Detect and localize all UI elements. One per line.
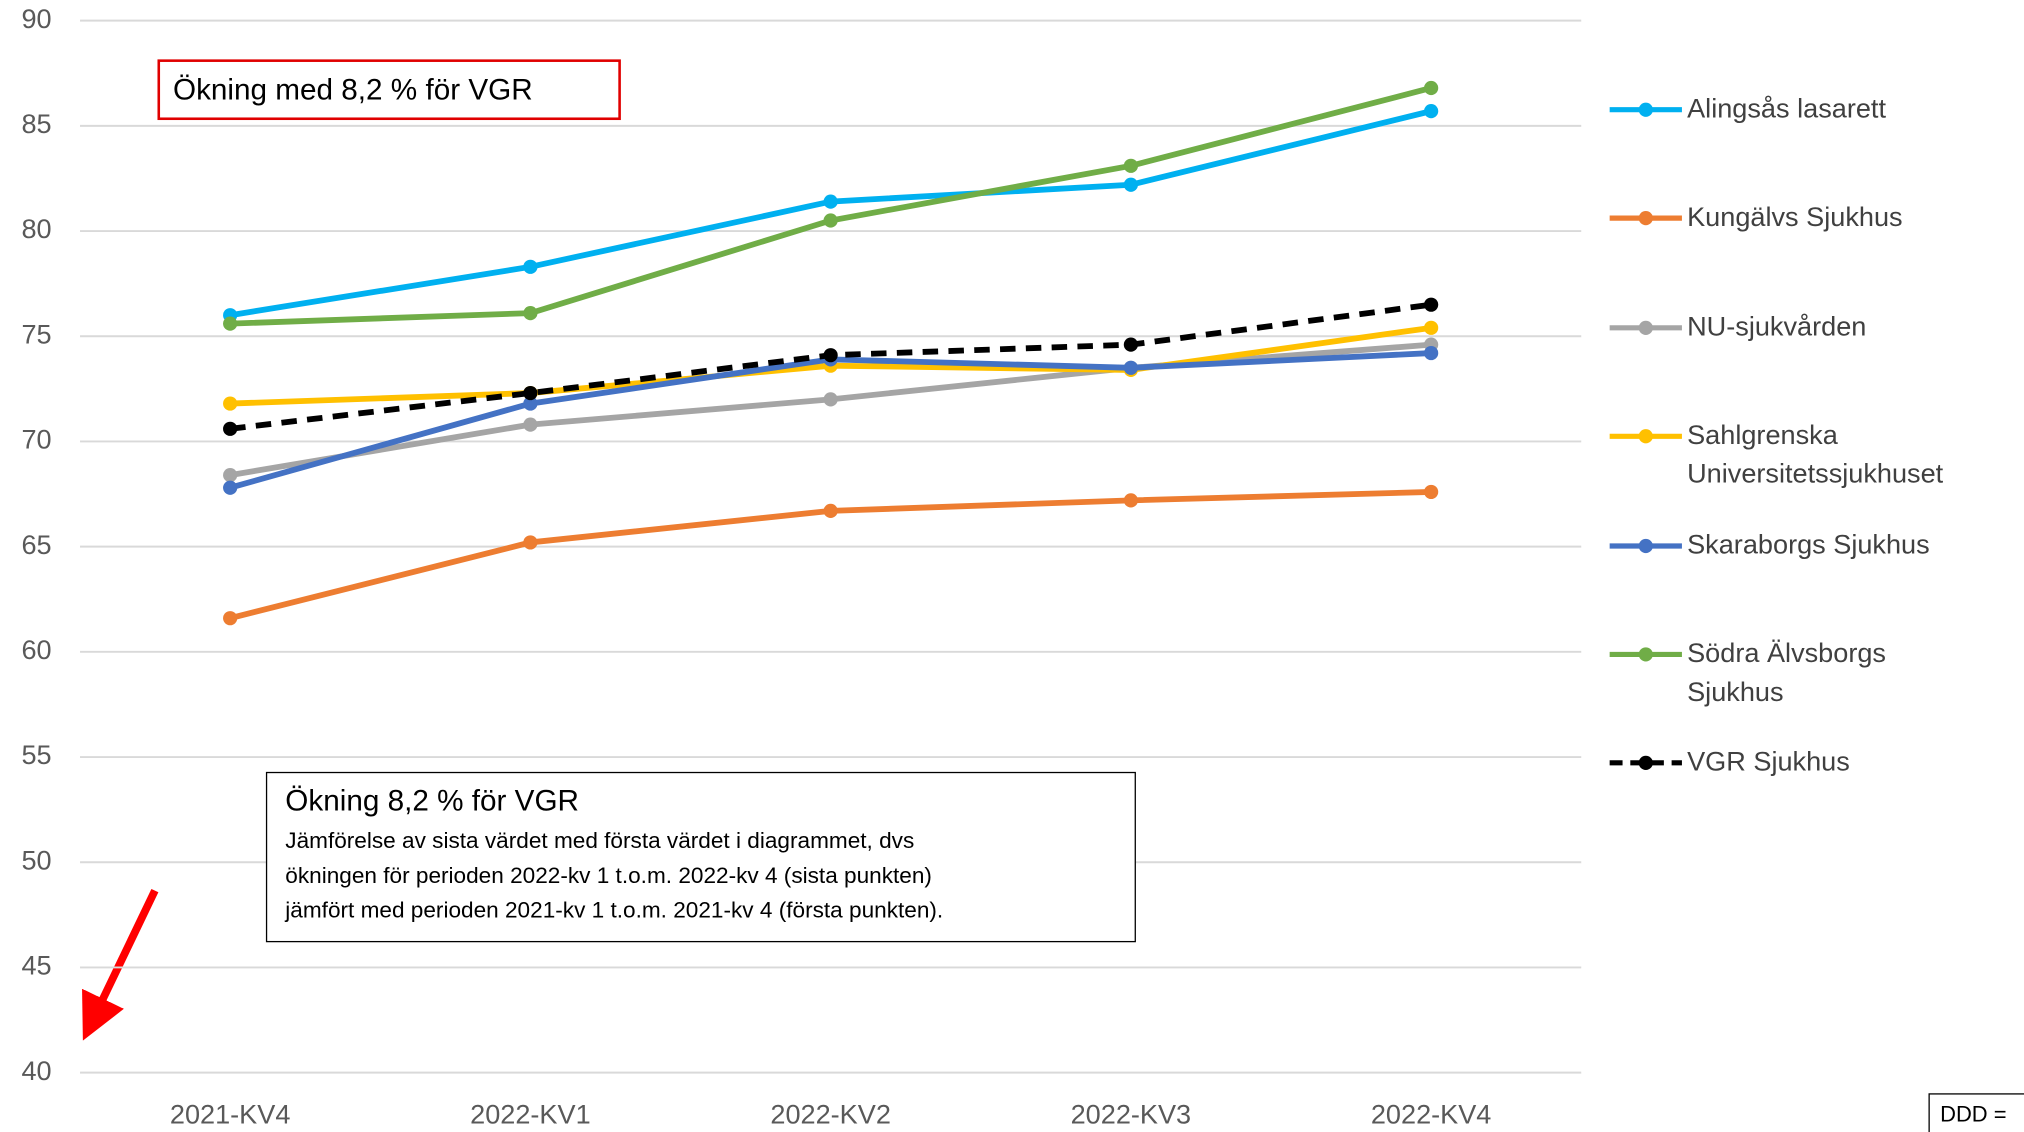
y-tick-label: 85 <box>21 108 51 139</box>
legend-item: NU-sjukvården <box>1607 308 1984 347</box>
note-line: jämfört med perioden 2021-kv 1 t.o.m. 20… <box>285 897 944 923</box>
x-tick-label: 2022-KV1 <box>470 1099 591 1130</box>
y-tick-label: 40 <box>21 1055 51 1086</box>
data-point <box>823 503 838 518</box>
series-line <box>229 350 1432 491</box>
data-point <box>1123 158 1138 173</box>
footnote: DDD = <box>1928 1093 2024 1132</box>
legend-swatch <box>1609 756 1682 771</box>
data-point <box>523 535 538 550</box>
data-point <box>1424 297 1439 312</box>
data-point <box>823 194 838 209</box>
data-point <box>823 213 838 228</box>
data-point <box>1123 337 1138 352</box>
data-point <box>1424 484 1439 500</box>
x-tick-label: 2022-KV2 <box>770 1099 891 1130</box>
data-point <box>823 392 838 407</box>
note-line: Jämförelse av sista värdet med första vä… <box>285 827 915 854</box>
data-point <box>1424 320 1439 335</box>
x-tick-label: 2021-KV4 <box>170 1099 291 1130</box>
data-point <box>523 385 538 401</box>
legend-swatch <box>1609 429 1682 444</box>
y-tick-label: 90 <box>21 3 51 34</box>
y-tick-label: 70 <box>21 424 51 455</box>
legend-label: Alingsås lasarett <box>1687 94 1886 124</box>
note-lines: Jämförelse av sista värdet med första vä… <box>285 824 1116 929</box>
y-tick-label: 50 <box>21 844 51 875</box>
data-point <box>1424 80 1439 96</box>
legend-item: Skaraborgs Sjukhus <box>1607 526 1984 565</box>
data-point <box>1424 104 1439 119</box>
series-line <box>229 108 1432 319</box>
legend-swatch <box>1609 538 1682 553</box>
legend-item: VGR Sjukhus <box>1607 744 1984 783</box>
legend-label: Kungälvs Sjukhus <box>1687 203 1903 233</box>
highlight-text: Ökning med 8,2 % för VGR <box>172 72 533 106</box>
note-box: Ökning 8,2 % för VGR Jämförelse av sista… <box>265 771 1136 943</box>
legend-item: Alingsås lasarett <box>1607 90 1984 129</box>
data-point <box>1424 345 1439 361</box>
data-point <box>823 348 838 363</box>
legend-label: Södra Älvsborgs Sjukhus <box>1687 638 1886 708</box>
arrow <box>82 888 159 1041</box>
data-point <box>523 396 538 411</box>
y-tick-label: 55 <box>21 739 51 770</box>
footnote-text: DDD = <box>1940 1102 2007 1127</box>
data-point <box>523 259 538 274</box>
y-tick-label: 60 <box>21 634 51 665</box>
data-point <box>523 417 538 432</box>
data-point <box>223 611 238 626</box>
data-point <box>223 421 238 436</box>
data-point <box>1123 360 1138 375</box>
legend-label: NU-sjukvården <box>1687 312 1867 342</box>
y-tick-label: 65 <box>21 529 51 560</box>
legend-swatch <box>1609 102 1682 117</box>
legend-label: Sahlgrenska Universitetssjukhuset <box>1687 421 1944 490</box>
legend-swatch <box>1609 320 1682 335</box>
data-point <box>223 316 238 331</box>
legend-swatch <box>1609 647 1682 662</box>
y-tick-label: 45 <box>21 950 51 981</box>
legend-item: Sahlgrenska Universitetssjukhuset <box>1607 417 1984 494</box>
data-point <box>523 306 538 321</box>
data-point <box>1123 493 1138 508</box>
data-point <box>223 396 238 411</box>
x-tick-label: 2022-KV3 <box>1071 1099 1192 1130</box>
y-tick-label: 80 <box>21 213 51 244</box>
y-tick-label: 75 <box>21 318 51 349</box>
data-point <box>223 468 238 483</box>
legend-swatch <box>1609 211 1682 226</box>
legend-label: Skaraborgs Sjukhus <box>1687 529 1930 560</box>
legend-item: Kungälvs Sjukhus <box>1607 199 1984 238</box>
data-point <box>223 480 238 495</box>
note-title: Ökning 8,2 % för VGR <box>285 783 579 818</box>
data-point <box>1123 177 1138 192</box>
x-tick-label: 2022-KV4 <box>1371 1099 1492 1130</box>
legend-item: Södra Älvsborgs Sjukhus <box>1607 635 1984 712</box>
note-line: ökningen för perioden 2022-kv 1 t.o.m. 2… <box>285 862 932 889</box>
highlight-box: Ökning med 8,2 % för VGR <box>157 59 621 121</box>
legend-label: VGR Sjukhus <box>1687 747 1850 778</box>
